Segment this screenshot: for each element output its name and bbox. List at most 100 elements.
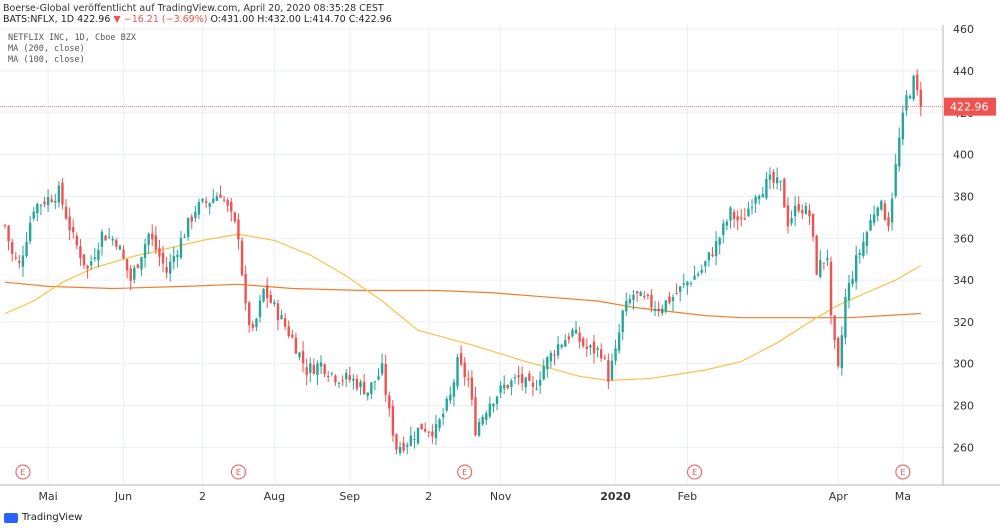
candle-body (89, 261, 93, 266)
candle-body (682, 283, 685, 285)
candle-body (118, 246, 122, 250)
candle-body (711, 254, 714, 257)
candle-body (671, 297, 675, 301)
candle-body (646, 294, 650, 296)
candle-body (750, 207, 754, 209)
candle-body (675, 293, 678, 295)
ohlc-open: O:431.00 (210, 14, 255, 25)
candle-body (819, 260, 822, 277)
candle-body (894, 164, 897, 196)
candle-body (599, 349, 603, 359)
candle-body (890, 198, 894, 223)
candle-body (596, 348, 599, 350)
candle-body (840, 335, 844, 369)
candle-body (7, 225, 10, 242)
grid (0, 25, 943, 485)
candle-body (736, 216, 739, 221)
candle-body (603, 357, 606, 359)
candle-body (190, 216, 193, 222)
y-tick-label: 260 (953, 441, 974, 454)
candle-body (815, 235, 818, 275)
candle-body (743, 218, 747, 220)
candle-body (456, 357, 459, 387)
candle-body (531, 382, 535, 387)
candle-body (186, 217, 190, 237)
candle-body (344, 373, 348, 380)
candle-body (553, 354, 556, 356)
candle-body (161, 252, 165, 264)
candle-body (463, 362, 466, 378)
legend-ma200[interactable]: MA (200, close) (8, 44, 85, 54)
candle-body (434, 424, 438, 439)
candle-body (513, 377, 517, 379)
candle-body (538, 379, 542, 386)
candle-body (470, 377, 474, 400)
candle-body (100, 231, 104, 247)
y-tick-label: 400 (953, 149, 974, 162)
candle-body (273, 302, 276, 305)
candle-body (61, 182, 64, 205)
candle-body (438, 419, 441, 429)
candle-body (82, 254, 86, 266)
candle-body (287, 326, 290, 337)
candle-body (312, 364, 316, 374)
candle-body (556, 344, 560, 356)
candle-body (301, 351, 305, 364)
candle-body (104, 235, 107, 241)
candle-body (208, 203, 211, 207)
candle-body (506, 384, 510, 389)
candle-body (449, 394, 452, 401)
candle-body (194, 211, 197, 219)
x-tick-label: Nov (490, 490, 512, 503)
earnings-icon (230, 464, 246, 480)
brand-label: TradingView (22, 512, 83, 523)
candle-body (441, 413, 445, 418)
current-price-label: 422.96 (950, 101, 989, 114)
candle-body (790, 218, 793, 224)
candle-body (258, 300, 262, 317)
candle-body (567, 336, 571, 340)
candle-body (330, 372, 334, 374)
ohlc-close: C:422.96 (348, 14, 392, 25)
candle-body (916, 74, 919, 91)
candle-body (510, 380, 513, 388)
candle-body (474, 397, 477, 436)
candle-body (872, 214, 876, 223)
candle-body (348, 375, 351, 381)
candle-body (578, 332, 581, 342)
candle-body (488, 403, 492, 417)
candle-body (237, 219, 240, 240)
candle-body (503, 384, 506, 389)
candle-body (811, 213, 815, 237)
candle-body (621, 310, 624, 333)
candle-body (822, 262, 826, 264)
legend-ma100[interactable]: MA (100, close) (8, 55, 85, 65)
candle-body (391, 406, 395, 436)
candle-body (829, 261, 833, 316)
candle-body (564, 340, 567, 347)
ma100-line (4, 233, 922, 382)
x-tick-label: Mai (38, 490, 57, 503)
candle-body (373, 381, 377, 383)
candle-body (72, 227, 75, 233)
candle-body (707, 252, 711, 261)
candle-body (452, 382, 456, 397)
candle-body (309, 363, 312, 373)
candle-body (844, 297, 847, 338)
y-tick-label: 300 (953, 358, 974, 371)
candle-body (445, 398, 448, 411)
symbol-label: BATS:NFLX, 1D (3, 14, 75, 25)
candle-body (614, 348, 617, 361)
candle-body (919, 89, 923, 107)
candle-body (147, 233, 150, 245)
candle-body (3, 225, 7, 227)
y-tick-label: 320 (953, 316, 974, 329)
candle-body (898, 137, 901, 167)
earnings-icon (15, 464, 31, 480)
candle-body (485, 413, 488, 420)
candle-body (413, 439, 416, 441)
candle-body (111, 238, 114, 241)
candle-body (262, 288, 265, 302)
candle-body (222, 199, 226, 201)
